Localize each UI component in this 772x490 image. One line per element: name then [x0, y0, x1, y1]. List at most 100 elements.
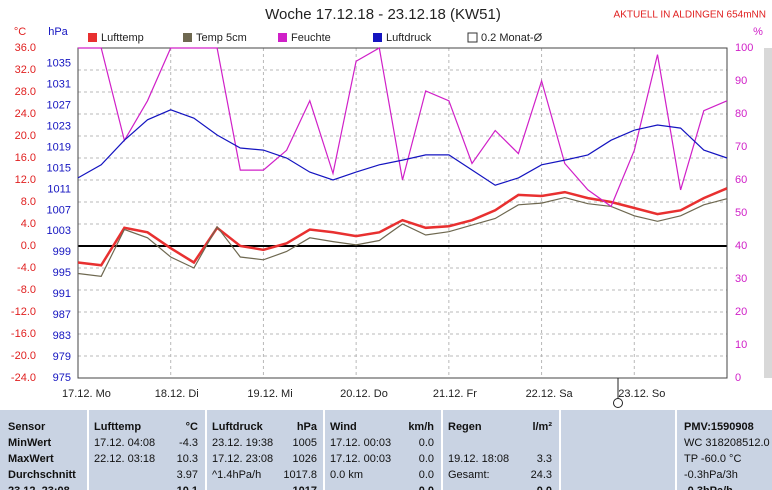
table-cell: 0.0	[419, 485, 434, 490]
table-header: km/h	[408, 421, 434, 433]
table-cell: 23.12. 19:38	[212, 437, 273, 449]
legend-label: Temp 5cm	[196, 32, 247, 44]
chart-title: Woche 17.12.18 - 23.12.18 (KW51)	[265, 6, 501, 23]
series-line	[78, 47, 728, 208]
table-cell: 17.12. 23:08	[212, 453, 273, 465]
table-cell: MinWert	[8, 437, 52, 449]
y2-tick-label: 983	[53, 330, 71, 342]
y-tick-label: -24.0	[11, 372, 36, 384]
x-tick-label: 22.12. Sa	[526, 388, 574, 400]
y-tick-label: -12.0	[11, 306, 36, 318]
x-tick-label: 17.12. Mo	[62, 388, 111, 400]
y-tick-label: -16.0	[11, 328, 36, 340]
table-cell: Durchschnitt	[8, 469, 76, 481]
table-header: Lufttemp	[94, 421, 141, 433]
table-cell: WC 318208512.0	[684, 437, 770, 449]
y2-tick-label: 979	[53, 351, 71, 363]
y2-tick-label: 1003	[47, 225, 71, 237]
legend-label: Lufttemp	[101, 32, 144, 44]
series-line	[77, 109, 728, 186]
table-header: Wind	[330, 421, 357, 433]
y2-tick-label: 1031	[47, 79, 71, 91]
y2-tick-label: 991	[53, 288, 71, 300]
y-unit: °C	[14, 26, 26, 38]
x-tick-label: 19.12. Mi	[247, 388, 292, 400]
y2-tick-label: 1027	[47, 100, 71, 112]
y-tick-label: 32.0	[15, 64, 36, 76]
table-cell: 3.97	[177, 469, 198, 481]
y2-tick-label: 1019	[47, 141, 71, 153]
y-tick-label: 0.0	[21, 240, 36, 252]
legend-swatch	[183, 33, 192, 42]
y3-tick-label: 60	[735, 174, 747, 186]
y-tick-label: 4.0	[21, 218, 36, 230]
y3-tick-label: 10	[735, 339, 747, 351]
y2-tick-label: 987	[53, 309, 71, 321]
y2-tick-label: 995	[53, 267, 71, 279]
y2-tick-label: 975	[53, 372, 71, 384]
table-cell: MaxWert	[8, 453, 54, 465]
table-separators	[87, 410, 677, 490]
table-header: l/m²	[532, 421, 552, 433]
y-tick-label: 24.0	[15, 108, 36, 120]
table-header: Regen	[448, 421, 482, 433]
y2-unit: hPa	[48, 26, 68, 38]
table-cell: Gesamt:	[448, 469, 490, 481]
legend-swatch	[467, 32, 478, 43]
table-cell: 24.3	[531, 469, 552, 481]
chart-bg	[0, 0, 772, 410]
table-cell: 0.0 km	[330, 469, 363, 481]
table-cell: 10.3	[177, 453, 198, 465]
table-cell: 19.12. 18:08	[448, 453, 509, 465]
table-cell: -0.3hPa/3h	[684, 469, 738, 481]
table-cell: 17.12. 00:03	[330, 437, 391, 449]
x-tick-label: 21.12. Fr	[433, 388, 477, 400]
y2-tick-label: 999	[53, 246, 71, 258]
table-header: PMV:1590908	[684, 421, 754, 433]
table-cell: 1017	[293, 485, 317, 490]
table-cell: 17.12. 00:03	[330, 453, 391, 465]
table-header: °C	[186, 421, 198, 433]
table-cell: 22.12. 03:18	[94, 453, 155, 465]
legend-swatch	[278, 33, 287, 42]
table-cell: 1005	[293, 437, 317, 449]
x-tick-label: 23.12. So	[618, 388, 665, 400]
table-header: Luftdruck	[212, 421, 264, 433]
series-line	[77, 196, 728, 277]
legend-label: 0.2 Monat-Ø	[481, 32, 543, 44]
y-tick-label: 28.0	[15, 86, 36, 98]
y3-tick-label: 40	[735, 240, 747, 252]
table-cell: 23.12. 23:08	[8, 485, 70, 490]
table-cell: 0.0	[537, 485, 552, 490]
legend-swatch	[88, 33, 97, 42]
y-tick-label: 12.0	[15, 174, 36, 186]
y2-tick-label: 1011	[47, 183, 71, 195]
legend-label: Feuchte	[291, 32, 331, 44]
y3-tick-label: 100	[735, 42, 753, 54]
y-tick-label: 16.0	[15, 152, 36, 164]
x-tick-label: 18.12. Di	[155, 388, 199, 400]
table-cell: 1026	[293, 453, 317, 465]
annotation: AKTUELL IN ALDINGEN 654mNN	[614, 10, 766, 21]
table-cell: ^1.4hPa/h	[212, 469, 261, 481]
y2-tick-label: 1023	[47, 120, 71, 132]
table-cell: 0.0	[419, 453, 434, 465]
y3-tick-label: 30	[735, 273, 747, 285]
y3-tick-label: 80	[735, 108, 747, 120]
table-header: Sensor	[8, 421, 46, 433]
table-header: hPa	[297, 421, 318, 433]
scrollbar[interactable]	[764, 48, 772, 378]
y3-tick-label: 50	[735, 207, 747, 219]
y3-unit: %	[753, 26, 763, 38]
y2-tick-label: 1007	[47, 204, 71, 216]
y2-tick-label: 1035	[47, 58, 71, 70]
x-tick-label: 20.12. Do	[340, 388, 388, 400]
table-cell: 0.0	[419, 437, 434, 449]
y-tick-label: -20.0	[11, 350, 36, 362]
y2-tick-label: 1015	[47, 162, 71, 174]
y3-tick-label: 90	[735, 75, 747, 87]
y3-tick-label: 20	[735, 306, 747, 318]
y-tick-label: -8.0	[17, 284, 36, 296]
legend-swatch	[373, 33, 382, 42]
